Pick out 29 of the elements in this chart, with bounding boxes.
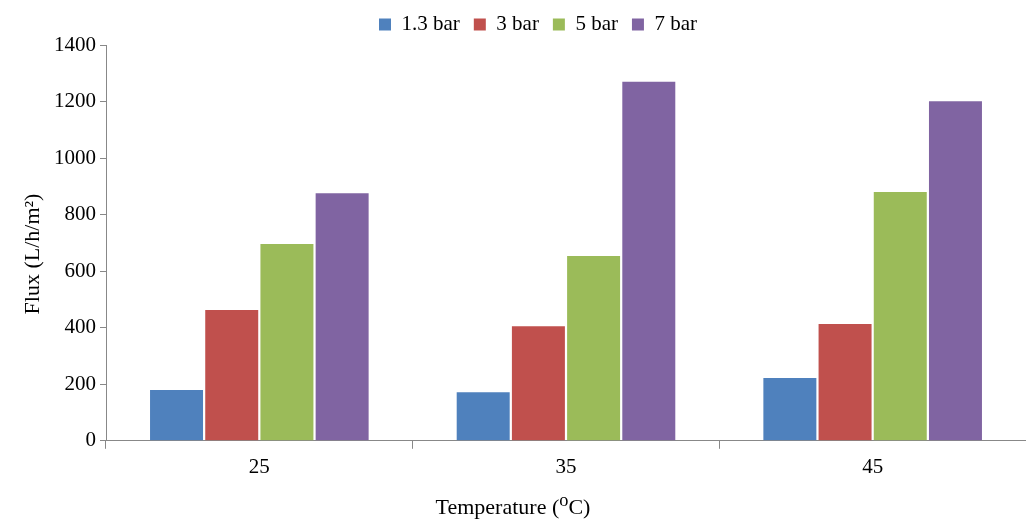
- legend-label: 3 bar: [496, 11, 539, 36]
- bar: [567, 255, 621, 441]
- legend-label: 7 bar: [654, 11, 698, 36]
- y-axis-title: Flux (L/h/m²): [19, 193, 45, 315]
- bar: [818, 324, 872, 441]
- bar: [150, 389, 204, 441]
- x-tick-label: 25: [248, 453, 270, 478]
- y-tick-label: 800: [64, 201, 96, 226]
- x-tick-label: 45: [862, 453, 884, 478]
- bar: [763, 378, 817, 441]
- bar: [622, 81, 676, 441]
- bar: [928, 101, 982, 441]
- x-axis-title: Temperature ($^{o}$C): [434, 490, 592, 521]
- bar: [260, 244, 314, 441]
- y-tick-label: 600: [64, 257, 96, 282]
- bar: [456, 392, 510, 441]
- bar: [873, 192, 927, 441]
- y-tick-label: 1400: [54, 31, 96, 56]
- bar: [511, 326, 565, 441]
- y-tick-label: 400: [64, 314, 96, 339]
- bar: [205, 309, 259, 441]
- legend-label: 1.3 bar: [401, 11, 460, 36]
- x-tick-label: 35: [555, 453, 577, 478]
- y-tick-label: 0: [85, 427, 96, 452]
- y-tick-label: 1200: [54, 88, 96, 113]
- y-tick-label: 1000: [54, 144, 96, 169]
- legend-label: 5 bar: [575, 11, 618, 36]
- bar: [315, 193, 369, 441]
- y-tick-label: 200: [64, 370, 96, 395]
